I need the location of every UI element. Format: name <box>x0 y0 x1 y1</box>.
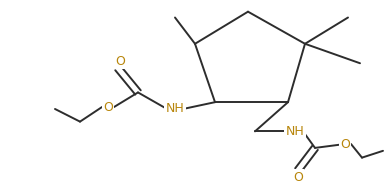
Text: O: O <box>115 55 125 68</box>
Text: NH: NH <box>286 125 304 138</box>
Text: O: O <box>103 100 113 114</box>
Text: NH: NH <box>166 102 184 116</box>
Text: O: O <box>340 137 350 151</box>
Text: O: O <box>293 171 303 184</box>
